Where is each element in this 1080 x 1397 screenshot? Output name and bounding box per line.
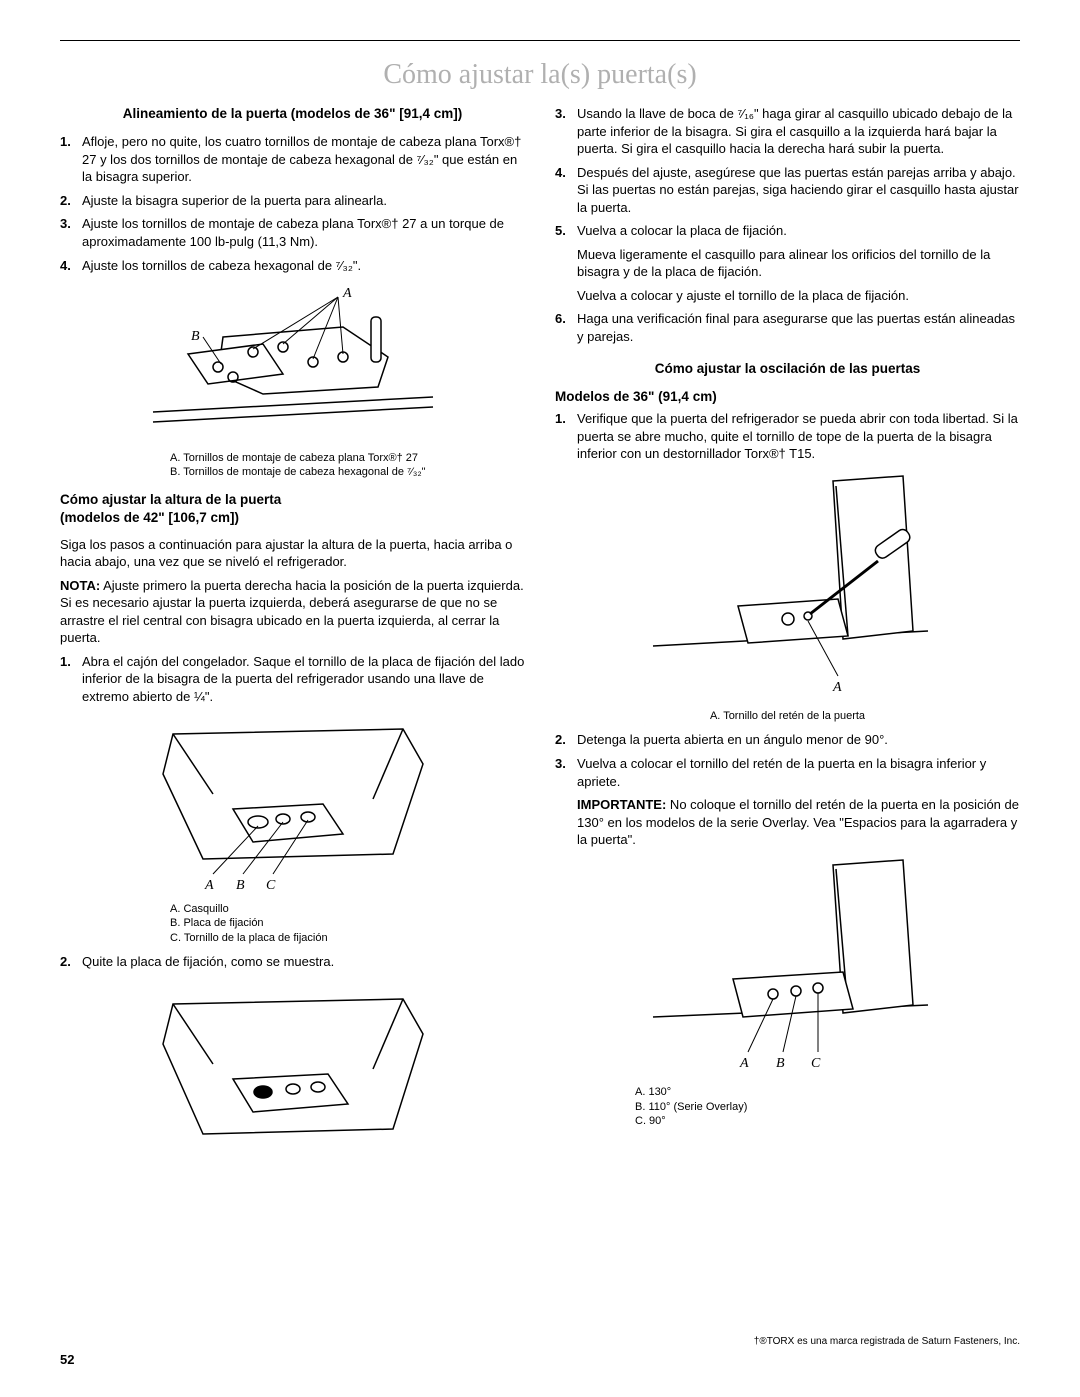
nota-text: Ajuste primero la puerta derecha hacia l… — [60, 578, 524, 646]
list-num: 5. — [555, 222, 577, 240]
left-column: Alineamiento de la puerta (modelos de 36… — [60, 105, 525, 1171]
list-text: Detenga la puerta abierta en un ángulo m… — [577, 731, 1020, 749]
list-text: Haga una verificación final para asegura… — [577, 310, 1020, 345]
section2-intro: Siga los pasos a continuación para ajust… — [60, 536, 525, 571]
page-number: 52 — [60, 1352, 74, 1367]
list-text: Usando la llave de boca de ⁷⁄₁₆" haga gi… — [577, 105, 1020, 158]
svg-text:C: C — [811, 1056, 821, 1071]
list-num: 2. — [555, 731, 577, 749]
two-column-layout: Alineamiento de la puerta (modelos de 36… — [60, 105, 1020, 1171]
section3-heading: Cómo ajustar la oscilación de las puerta… — [555, 360, 1020, 378]
figure1-caption: A. Tornillos de montaje de cabeza plana … — [60, 451, 525, 480]
list-num: 2. — [60, 192, 82, 210]
figure-plate-remove — [60, 979, 525, 1164]
list-text: Abra el cajón del congelador. Saque el t… — [82, 653, 525, 706]
fig1-cap-b: B. Tornillos de montaje de cabeza hexago… — [170, 465, 525, 479]
section2-heading: Cómo ajustar la altura de la puerta (mod… — [60, 491, 525, 527]
svg-text:A: A — [342, 286, 352, 301]
fig2-cap-c: C. Tornillo de la placa de fijación — [170, 931, 525, 945]
list-text: Ajuste la bisagra superior de la puerta … — [82, 192, 525, 210]
list-num: 1. — [60, 653, 82, 706]
right-list-cont2: 6.Haga una verificación final para asegu… — [555, 310, 1020, 345]
list-num: 4. — [555, 164, 577, 217]
list-text: Vuelva a colocar la placa de fijación. — [577, 222, 1020, 240]
list-num: 3. — [60, 215, 82, 250]
list-num: 4. — [60, 257, 82, 275]
section1-list: 1.Afloje, pero no quite, los cuatro torn… — [60, 133, 525, 274]
section3-list-cont: 2.Detenga la puerta abierta en un ángulo… — [555, 731, 1020, 790]
list-text: Quite la placa de fijación, como se mues… — [82, 953, 525, 971]
svg-text:A: A — [739, 1056, 749, 1071]
list-text: Afloje, pero no quite, los cuatro tornil… — [82, 133, 525, 186]
svg-text:A: A — [832, 680, 842, 695]
list-text: Ajuste los tornillos de cabeza hexagonal… — [82, 257, 525, 275]
list-num: 3. — [555, 105, 577, 158]
list-num: 2. — [60, 953, 82, 971]
list-num: 1. — [555, 410, 577, 463]
svg-text:A: A — [204, 878, 214, 893]
figure-angle-positions: A B C A. 130° B. 110° (Serie Overlay) C.… — [555, 857, 1020, 1128]
section2-heading-line1: Cómo ajustar la altura de la puerta — [60, 491, 525, 509]
figure-hinge-top: A B A. Tornillos de montaje de cabeza pl… — [60, 282, 525, 479]
figure2-caption: A. Casquillo B. Placa de fijación C. Tor… — [60, 902, 525, 945]
svg-text:B: B — [776, 1056, 785, 1071]
item5-sub1: Mueva ligeramente el casquillo para alin… — [555, 246, 1020, 281]
right-list-cont: 3.Usando la llave de boca de ⁷⁄₁₆" haga … — [555, 105, 1020, 240]
section3-list: 1.Verifique que la puerta del refrigerad… — [555, 410, 1020, 463]
figure5-caption: A. 130° B. 110° (Serie Overlay) C. 90° — [555, 1085, 1020, 1128]
fig5-cap-c: C. 90° — [635, 1114, 1020, 1128]
svg-text:C: C — [266, 878, 276, 893]
importante-block: IMPORTANTE: No coloque el tornillo del r… — [555, 796, 1020, 849]
section2-list: 1.Abra el cajón del congelador. Saque el… — [60, 653, 525, 706]
nota-label: NOTA: — [60, 578, 100, 593]
figure-door-stop: A A. Tornillo del retén de la puerta — [555, 471, 1020, 724]
list-text: Después del ajuste, asegúrese que las pu… — [577, 164, 1020, 217]
footnote: †®TORX es una marca registrada de Saturn… — [754, 1336, 1020, 1347]
svg-text:B: B — [191, 329, 200, 344]
item5-sub2: Vuelva a colocar y ajuste el tornillo de… — [555, 287, 1020, 305]
importante-label: IMPORTANTE: — [577, 797, 666, 812]
fig5-cap-b: B. 110° (Serie Overlay) — [635, 1100, 1020, 1114]
fig5-cap-a: A. 130° — [635, 1085, 1020, 1099]
fig2-cap-b: B. Placa de fijación — [170, 916, 525, 930]
figure-hinge-bottom: A B C A. Casquillo B. Placa de fijación … — [60, 714, 525, 945]
section2-list-cont: 2.Quite la placa de fijación, como se mu… — [60, 953, 525, 971]
figure4-caption: A. Tornillo del retén de la puerta — [555, 709, 1020, 723]
section2-nota: NOTA: Ajuste primero la puerta derecha h… — [60, 577, 525, 647]
list-text: Verifique que la puerta del refrigerador… — [577, 410, 1020, 463]
svg-text:B: B — [236, 878, 245, 893]
section2-heading-line2: (modelos de 42" [106,7 cm]) — [60, 509, 525, 527]
section1-heading: Alineamiento de la puerta (modelos de 36… — [60, 105, 525, 123]
top-rule — [60, 40, 1020, 41]
page-title: Cómo ajustar la(s) puerta(s) — [60, 59, 1020, 91]
fig2-cap-a: A. Casquillo — [170, 902, 525, 916]
list-num: 6. — [555, 310, 577, 345]
right-column: 3.Usando la llave de boca de ⁷⁄₁₆" haga … — [555, 105, 1020, 1171]
list-num: 3. — [555, 755, 577, 790]
sub-36: Modelos de 36" (91,4 cm) — [555, 388, 1020, 406]
fig1-cap-a: A. Tornillos de montaje de cabeza plana … — [170, 451, 525, 465]
list-text: Ajuste los tornillos de montaje de cabez… — [82, 215, 525, 250]
list-num: 1. — [60, 133, 82, 186]
list-text: Vuelva a colocar el tornillo del retén d… — [577, 755, 1020, 790]
